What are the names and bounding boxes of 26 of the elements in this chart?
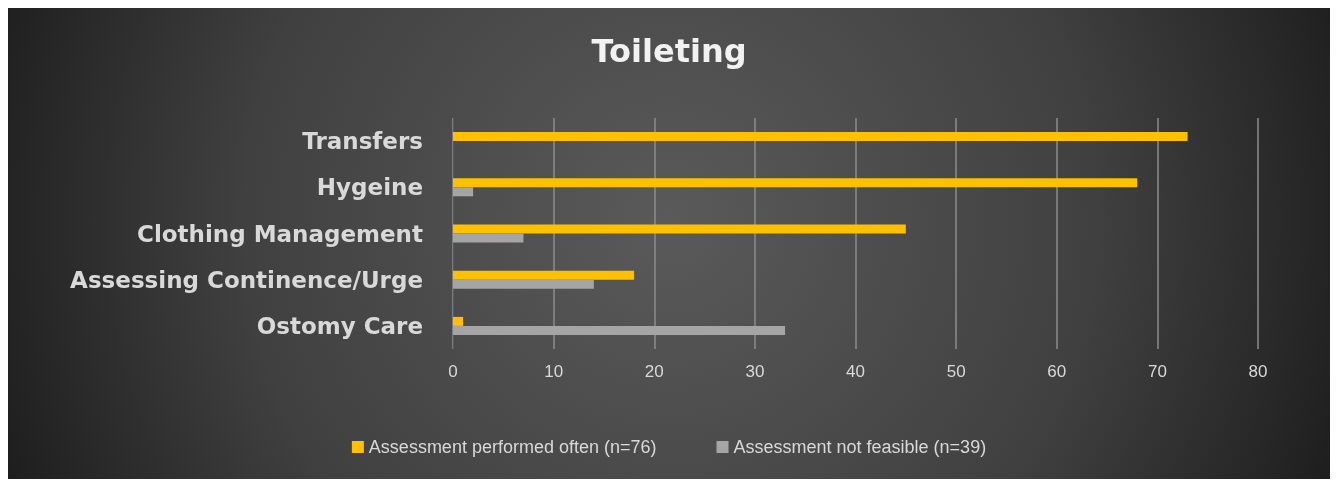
bar [453,279,594,289]
bar [453,233,524,243]
y-tick-label: Clothing Management [137,220,423,247]
bar [453,270,635,280]
x-tick-label: 30 [745,362,765,381]
y-tick-label: Assessing Continence/Urge [70,266,423,293]
bar [453,316,464,326]
y-tick-label: Hygeine [316,174,423,201]
bar [453,132,1188,142]
bar [453,178,1138,188]
chart-title: Toileting [591,32,747,70]
legend-label: Assessment not feasible (n=39) [733,437,987,457]
bar [453,325,786,335]
y-tick-label: Transfers [302,128,423,155]
x-tick-label: 20 [644,362,664,381]
x-tick-label: 50 [946,362,966,381]
bar [453,187,474,197]
x-tick-label: 60 [1047,362,1067,381]
legend-label: Assessment performed often (n=76) [368,437,657,457]
bar [453,224,906,234]
x-tick-label: 0 [448,362,458,381]
y-tick-label: Ostomy Care [256,312,423,339]
x-tick-label: 10 [544,362,564,381]
x-tick-label: 40 [846,362,865,381]
x-tick-label: 80 [1248,362,1268,381]
x-tick-label: 70 [1147,362,1167,381]
